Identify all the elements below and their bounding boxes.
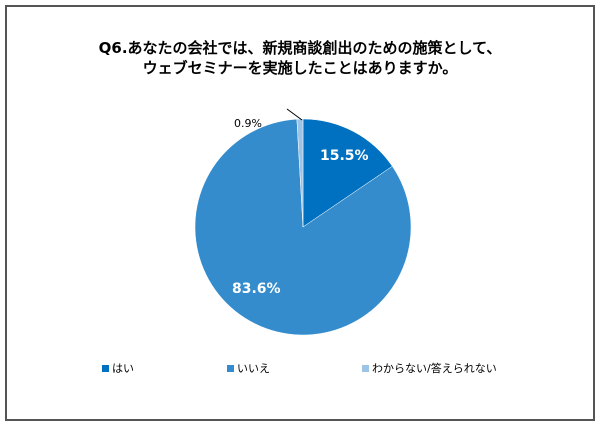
leader-line [286,108,303,121]
chart-title-line-2: ウェブセミナーを実施したことはありますか。 [142,59,458,77]
legend-swatch-yes [102,364,109,372]
slice-no [194,118,412,336]
chart-legend: はい いいえ わからない/答えられない [0,360,600,376]
slice-yes [302,118,393,228]
legend-label-unknown: わからない/答えられない [372,362,497,375]
legend-swatch-no [227,364,234,372]
chart-title: Q6.あなたの会社では、新規商談創出のための施策として、 ウェブセミナーを実施し… [0,38,600,78]
legend-item-no: いいえ [227,360,270,376]
slice-label-no: 83.6% [232,281,281,297]
legend-label-yes: はい [112,362,134,375]
legend-item-unknown: わからない/答えられない [362,360,497,376]
slice-label-yes: 15.5% [320,148,369,164]
chart-title-line-1: Q6.あなたの会社では、新規商談創出のための施策として、 [98,39,502,57]
legend-item-yes: はい [102,360,134,376]
legend-label-no: いいえ [237,362,270,375]
legend-swatch-unknown [362,364,369,372]
slice-label-unknown: 0.9% [234,117,262,130]
